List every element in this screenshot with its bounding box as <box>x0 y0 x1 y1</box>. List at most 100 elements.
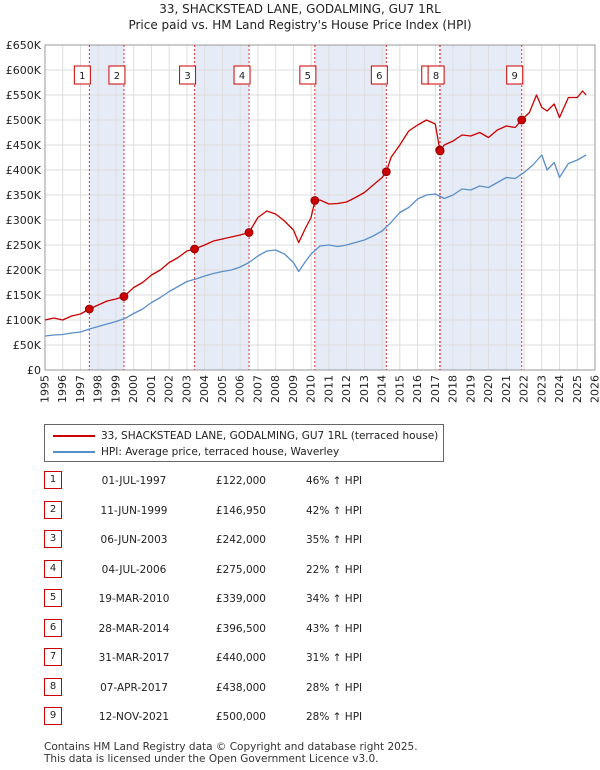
sale-box-6 <box>370 65 388 85</box>
sale-box-3 <box>179 65 197 85</box>
sale-box-label-3: 3 <box>184 71 190 82</box>
sale-box-9 <box>506 65 524 85</box>
footer: Contains HM Land Registry data © Copyrig… <box>44 741 418 765</box>
sale-number: 3 <box>44 530 62 548</box>
sale-box-1 <box>73 65 91 85</box>
x-tick-label: 2008 <box>269 375 282 403</box>
series-lines <box>44 90 587 337</box>
y-tick-label: £500K <box>6 114 42 127</box>
sale-price: £500,000 <box>215 711 266 723</box>
legend: 33, SHACKSTEAD LANE, GODALMING, GU7 1RL … <box>44 424 444 462</box>
sale-number: 1 <box>44 471 62 489</box>
shaded-range-2 <box>194 45 250 370</box>
sale-number: 6 <box>44 618 62 637</box>
y-tick-label: £450K <box>6 139 42 152</box>
sale-date: 04-JUL-2006 <box>101 563 167 576</box>
x-tick-label: 2025 <box>571 375 584 403</box>
x-tick-label: 1997 <box>74 375 87 403</box>
hpi-series-line <box>44 154 587 337</box>
x-tick-label: 2006 <box>234 375 247 403</box>
x-tick-label: 2005 <box>216 375 229 403</box>
sale-number: 4 <box>44 559 62 578</box>
y-tick-label: £350K <box>6 189 42 202</box>
sale-hpi-change: 46% ↑ HPI <box>306 475 363 487</box>
sale-row-3: 3 06-JUN-2003 £242,000 35% ↑ HPI <box>44 529 584 551</box>
sale-box-label-5: 5 <box>305 71 311 82</box>
sale-date: 11-JUN-1999 <box>100 504 168 517</box>
sale-row-7: 7 31-MAR-2017 £440,000 31% ↑ HPI <box>44 647 584 669</box>
sale-number: 7 <box>44 648 62 666</box>
sale-box-label-9: 9 <box>512 71 518 82</box>
sale-date: 19-MAR-2010 <box>98 593 170 605</box>
legend-label-hpi: HPI: Average price, terraced house, Wave… <box>101 446 340 458</box>
y-tick-label: £400K <box>6 164 42 177</box>
sale-number: 8 <box>44 677 62 696</box>
sale-hpi-change: 43% ↑ HPI <box>306 622 363 635</box>
x-tick-label: 2018 <box>447 375 460 403</box>
y-tick-label: £250K <box>6 239 42 252</box>
x-tick-label: 2023 <box>535 375 548 403</box>
x-tick-label: 2002 <box>163 375 176 403</box>
sale-hpi-change: 42% ↑ HPI <box>306 504 363 517</box>
grid-lines <box>44 44 596 371</box>
sale-row-6: 6 28-MAR-2014 £396,500 43% ↑ HPI <box>44 618 584 640</box>
x-tick-label: 2021 <box>500 375 513 403</box>
sale-row-1: 1 01-JUL-1997 £122,000 46% ↑ HPI <box>44 470 584 492</box>
sale-point-5 <box>310 196 320 205</box>
sale-box-label-1: 1 <box>79 71 85 82</box>
sale-number-labels: 123456789 <box>73 65 524 85</box>
x-tick-label: 2001 <box>145 375 158 403</box>
x-tick-label: 2014 <box>376 375 389 403</box>
property-series-line <box>44 90 587 321</box>
price-chart: 33, SHACKSTEAD LANE, GODALMING, GU7 1RL … <box>6 2 600 403</box>
sale-date: 28-MAR-2014 <box>98 622 170 635</box>
footer-copyright: Contains HM Land Registry data © Copyrig… <box>44 741 418 753</box>
sale-row-5: 5 19-MAR-2010 £339,000 34% ↑ HPI <box>44 588 584 610</box>
sale-row-9: 9 12-NOV-2021 £500,000 28% ↑ HPI <box>44 706 584 728</box>
sale-box-5 <box>299 65 317 85</box>
x-tick-label: 2000 <box>127 375 140 403</box>
shaded-range-1 <box>89 45 124 370</box>
x-tick-label: 2012 <box>340 375 353 403</box>
shaded-range-3 <box>314 45 387 370</box>
y-tick-label: £200K <box>6 264 42 277</box>
x-tick-label: 1998 <box>92 375 105 403</box>
sale-row-2: 2 11-JUN-1999 £146,950 42% ↑ HPI <box>44 500 584 522</box>
sale-hpi-change: 31% ↑ HPI <box>306 652 363 664</box>
sale-box-8 <box>427 65 445 85</box>
x-tick-label: 2015 <box>393 375 406 403</box>
sale-date: 12-NOV-2021 <box>98 711 170 723</box>
y-tick-label: £0 <box>27 364 41 377</box>
sale-hpi-change: 28% ↑ HPI <box>306 681 363 694</box>
sale-row-8: 8 07-APR-2017 £438,000 28% ↑ HPI <box>44 677 584 699</box>
sale-point-4 <box>244 228 254 237</box>
y-tick-label: £550K <box>6 89 42 102</box>
x-tick-label: 2019 <box>464 375 477 403</box>
legend-label-property: 33, SHACKSTEAD LANE, GODALMING, GU7 1RL … <box>101 430 439 442</box>
sale-price: £242,000 <box>215 534 266 546</box>
x-tick-label: 2026 <box>589 375 600 403</box>
sale-point-8 <box>435 146 445 156</box>
x-tick-label: 2003 <box>180 375 193 403</box>
sale-price: £339,000 <box>215 593 266 605</box>
sale-point-2 <box>119 292 129 301</box>
sale-box-2 <box>108 65 126 85</box>
sale-date: 06-JUN-2003 <box>100 534 168 546</box>
chart-title: 33, SHACKSTEAD LANE, GODALMING, GU7 1RL <box>159 2 441 16</box>
sale-price: £396,500 <box>215 622 266 635</box>
y-axis: £0 £50K £100K £150K £200K £250K £300K £350K £400… <box>6 39 42 377</box>
x-tick-label: 2016 <box>411 375 424 403</box>
sale-point-1 <box>84 304 94 314</box>
plot-frame <box>44 44 596 371</box>
x-tick-label: 2011 <box>322 375 335 403</box>
y-tick-label: £150K <box>6 289 42 302</box>
x-tick-label: 2022 <box>518 375 531 403</box>
sale-price: £275,000 <box>215 563 266 576</box>
x-tick-label: 1999 <box>109 375 122 403</box>
sale-point-3 <box>190 244 199 254</box>
x-tick-label: 2017 <box>429 375 442 403</box>
shaded-range-4 <box>439 45 522 370</box>
sale-hpi-change: 35% ↑ HPI <box>306 534 363 546</box>
x-tick-label: 1995 <box>39 375 52 403</box>
sale-price: £122,000 <box>215 475 266 487</box>
